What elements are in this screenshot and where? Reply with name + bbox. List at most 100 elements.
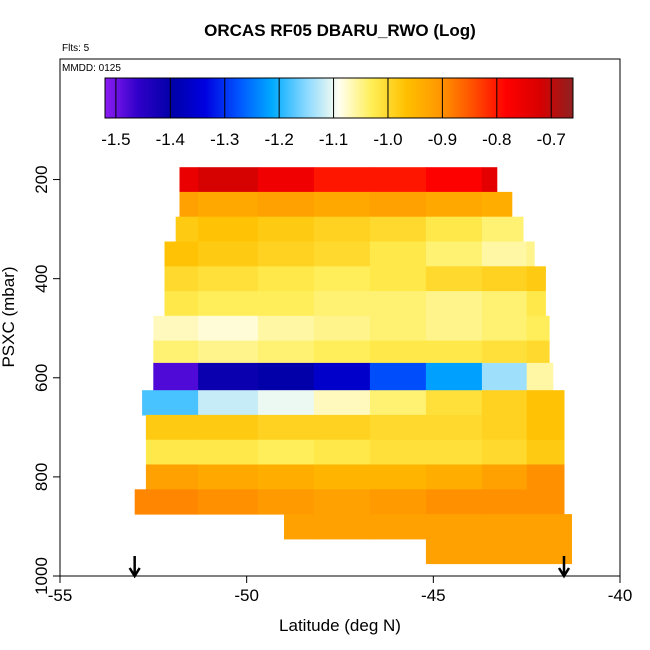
heatmap-cell xyxy=(284,514,315,540)
heatmap-cell xyxy=(153,362,199,391)
heatmap-cell xyxy=(257,167,315,193)
heatmap-cell xyxy=(164,266,199,292)
colorbar-tick-label: -1.1 xyxy=(319,130,348,149)
heatmap-cell xyxy=(425,390,483,416)
heatmap-cell xyxy=(198,315,259,342)
y-tick-label: 1000 xyxy=(32,557,51,595)
heatmap-cell xyxy=(198,241,259,267)
date-label: MMDD: 0125 xyxy=(62,63,121,74)
heatmap-cell xyxy=(198,216,259,242)
heatmap-cell xyxy=(313,489,371,515)
heatmap-cell xyxy=(481,514,528,540)
heatmap-cells xyxy=(134,167,572,565)
chart-title: ORCAS RF05 DBARU_RWO (Log) xyxy=(204,21,476,40)
heatmap-cell xyxy=(425,191,483,218)
heatmap-cell xyxy=(481,241,528,267)
heatmap-cell xyxy=(198,362,259,391)
flights-label: Flts: 5 xyxy=(62,43,90,54)
heatmap-cell xyxy=(313,216,371,242)
heatmap-cell xyxy=(369,514,427,540)
heatmap-cell xyxy=(313,340,371,364)
heatmap-cell xyxy=(313,291,371,317)
heatmap-cell xyxy=(481,414,528,441)
heatmap-cell xyxy=(257,216,315,242)
x-tick-label: -45 xyxy=(421,586,446,605)
x-tick-label: -55 xyxy=(48,586,73,605)
heatmap-cell xyxy=(369,291,427,317)
heatmap-cell xyxy=(257,489,315,515)
heatmap-cell xyxy=(179,191,199,218)
heatmap-cell xyxy=(526,315,550,342)
heatmap-cell xyxy=(369,414,427,441)
heatmap-cell xyxy=(198,439,259,465)
heatmap-cell xyxy=(198,291,259,317)
heatmap-cell xyxy=(257,266,315,292)
heatmap-cell xyxy=(481,266,528,292)
colorbar-tick-label: -1.0 xyxy=(373,130,402,149)
heatmap-cell xyxy=(425,514,483,540)
flight-markers xyxy=(128,556,571,579)
colorbar-tick-label: -0.9 xyxy=(428,130,457,149)
heatmap-cell xyxy=(198,191,259,218)
y-tick-label: 800 xyxy=(32,463,51,491)
heatmap-cell xyxy=(198,414,259,441)
heatmap-cell xyxy=(313,167,371,193)
heatmap-cell xyxy=(425,167,483,193)
heatmap-cell xyxy=(369,439,427,465)
heatmap-cell xyxy=(526,514,572,540)
heatmap-cell xyxy=(526,362,554,391)
heatmap-cell xyxy=(425,439,483,465)
colorbar-tick-label: -1.5 xyxy=(101,130,130,149)
heatmap-cell xyxy=(481,291,528,317)
heatmap-cell xyxy=(526,439,565,465)
heatmap-cell xyxy=(481,362,528,391)
heatmap-cell xyxy=(313,514,371,540)
heatmap-cell xyxy=(526,414,565,441)
heatmap-cell xyxy=(425,362,483,391)
heatmap-cell xyxy=(313,315,371,342)
heatmap-cell xyxy=(257,362,315,391)
heatmap-cell xyxy=(481,464,528,490)
heatmap-cell xyxy=(369,167,427,193)
heatmap-cell xyxy=(526,340,550,364)
heatmap-cell xyxy=(481,315,528,342)
heatmap-cell xyxy=(369,266,427,292)
flight-marker-arrow xyxy=(128,556,141,579)
heatmap-cell xyxy=(313,464,371,490)
heatmap-cell xyxy=(526,464,565,490)
heatmap-cell xyxy=(313,390,371,416)
heatmap-cell xyxy=(425,216,483,242)
heatmap-cell xyxy=(313,266,371,292)
heatmap-cell xyxy=(179,167,199,193)
x-axis-label: Latitude (deg N) xyxy=(279,616,401,635)
heatmap-cell xyxy=(257,291,315,317)
heatmap-cell xyxy=(198,489,259,515)
heatmap-cell xyxy=(313,362,371,391)
colorbar-tick-label: -1.2 xyxy=(264,130,293,149)
heatmap-cell xyxy=(369,216,427,242)
heatmap-cell xyxy=(425,241,483,267)
x-tick-label: -50 xyxy=(234,586,259,605)
heatmap-cell xyxy=(526,266,546,292)
heatmap-cell xyxy=(481,340,528,364)
heatmap-cell xyxy=(481,489,528,515)
heatmap-cell xyxy=(198,340,259,364)
plot-frame xyxy=(59,58,621,577)
heatmap-cell xyxy=(313,241,371,267)
y-tick-label: 400 xyxy=(32,265,51,293)
heatmap-cell xyxy=(313,191,371,218)
heatmap-cell xyxy=(425,489,483,515)
heatmap-cell xyxy=(198,266,259,292)
heatmap-cell xyxy=(145,464,199,490)
x-tick-label: -40 xyxy=(608,586,633,605)
heatmap-cell xyxy=(257,414,315,441)
colorbar-gradient xyxy=(104,77,574,119)
heatmap-cell xyxy=(145,414,199,441)
heatmap-cell xyxy=(257,191,315,218)
heatmap-cell xyxy=(369,241,427,267)
heatmap-cell xyxy=(369,191,427,218)
heatmap-cell xyxy=(481,439,528,465)
heatmap-cell xyxy=(198,390,259,416)
x-axis: -55 -50 -45 -40 xyxy=(48,576,633,605)
heatmap-cell xyxy=(153,340,199,364)
